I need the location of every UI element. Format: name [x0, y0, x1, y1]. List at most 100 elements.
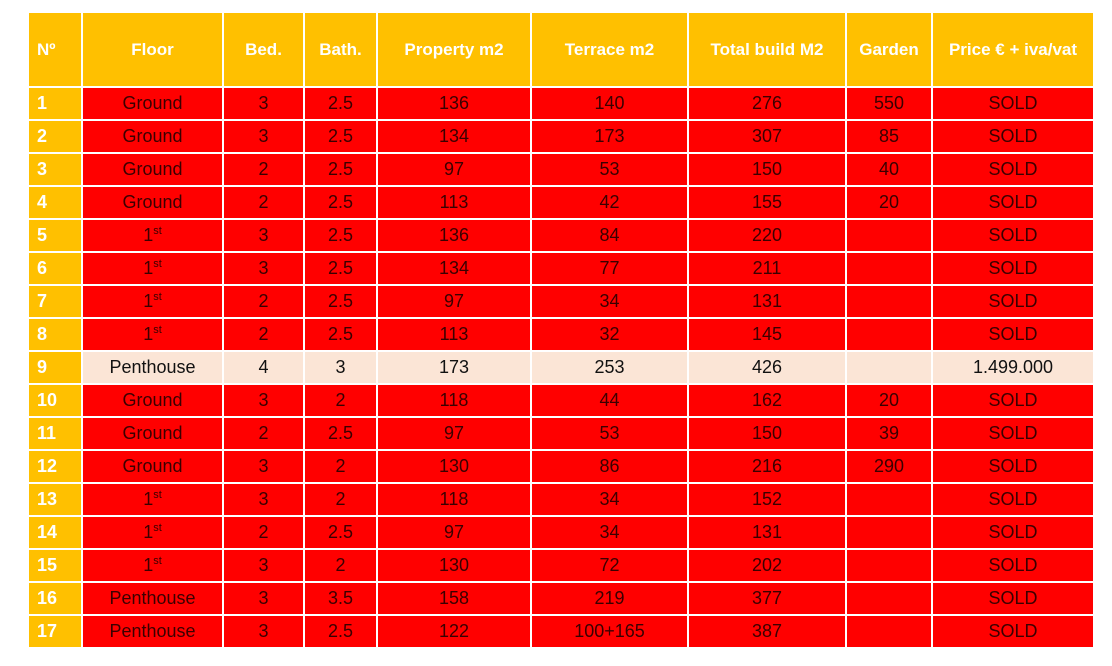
- floor-label: 1: [143, 225, 154, 245]
- price-cell: SOLD: [931, 317, 1095, 352]
- floor-cell: Penthouse: [81, 581, 224, 616]
- bathrooms-cell: 2: [303, 548, 378, 583]
- bedrooms-cell: 4: [222, 350, 305, 385]
- floor-label: Ground: [122, 192, 183, 212]
- price-cell: SOLD: [931, 218, 1095, 253]
- total-build-cell: 162: [687, 383, 847, 418]
- table-row: 17 Penthouse 3 2.5 122 100+165 387 SOLD: [27, 614, 1095, 649]
- floor-ordinal-suffix: st: [153, 489, 162, 501]
- bedrooms-cell: 3: [222, 449, 305, 484]
- garden-cell: [845, 614, 933, 649]
- garden-cell: 85: [845, 119, 933, 154]
- total-build-cell: 145: [687, 317, 847, 352]
- price-cell: 1.499.000: [931, 350, 1095, 385]
- bedrooms-cell: 2: [222, 515, 305, 550]
- table-row: 7 1st 2 2.5 97 34 131 SOLD: [27, 284, 1095, 319]
- garden-cell: 290: [845, 449, 933, 484]
- terrace-m2-cell: 34: [530, 482, 689, 517]
- unit-number-cell: 5: [27, 218, 83, 253]
- property-m2-cell: 158: [376, 581, 532, 616]
- price-cell: SOLD: [931, 185, 1095, 220]
- garden-cell: 20: [845, 383, 933, 418]
- bedrooms-cell: 3: [222, 86, 305, 121]
- header-property-m2: Property m2: [376, 11, 532, 88]
- bedrooms-cell: 3: [222, 548, 305, 583]
- bathrooms-cell: 3.5: [303, 581, 378, 616]
- bedrooms-cell: 2: [222, 317, 305, 352]
- property-m2-cell: 97: [376, 152, 532, 187]
- unit-number-cell: 2: [27, 119, 83, 154]
- total-build-cell: 276: [687, 86, 847, 121]
- bedrooms-cell: 2: [222, 284, 305, 319]
- property-m2-cell: 122: [376, 614, 532, 649]
- header-bathrooms: Bath.: [303, 11, 378, 88]
- total-build-cell: 220: [687, 218, 847, 253]
- floor-label: 1: [143, 489, 154, 509]
- terrace-m2-cell: 53: [530, 416, 689, 451]
- floor-ordinal-suffix: st: [153, 225, 162, 237]
- property-m2-cell: 113: [376, 317, 532, 352]
- total-build-cell: 155: [687, 185, 847, 220]
- terrace-m2-cell: 72: [530, 548, 689, 583]
- bedrooms-cell: 3: [222, 119, 305, 154]
- floor-label: Ground: [122, 390, 183, 410]
- floor-label: 1: [143, 258, 154, 278]
- price-list-sheet: Nº Floor Bed. Bath. Property m2 Terrace …: [27, 11, 1095, 649]
- table-row: 8 1st 2 2.5 113 32 145 SOLD: [27, 317, 1095, 352]
- price-cell: SOLD: [931, 416, 1095, 451]
- total-build-cell: 307: [687, 119, 847, 154]
- table-row: 12 Ground 3 2 130 86 216 290 SOLD: [27, 449, 1095, 484]
- floor-cell: Ground: [81, 86, 224, 121]
- floor-cell: Ground: [81, 119, 224, 154]
- property-m2-cell: 97: [376, 284, 532, 319]
- bathrooms-cell: 2.5: [303, 614, 378, 649]
- floor-cell: 1st: [81, 548, 224, 583]
- garden-cell: [845, 515, 933, 550]
- table-row: 1 Ground 3 2.5 136 140 276 550 SOLD: [27, 86, 1095, 121]
- property-m2-cell: 130: [376, 548, 532, 583]
- floor-ordinal-suffix: st: [153, 555, 162, 567]
- table-row: 13 1st 3 2 118 34 152 SOLD: [27, 482, 1095, 517]
- floor-cell: Ground: [81, 449, 224, 484]
- garden-cell: [845, 218, 933, 253]
- bedrooms-cell: 3: [222, 581, 305, 616]
- bedrooms-cell: 3: [222, 218, 305, 253]
- total-build-cell: 211: [687, 251, 847, 286]
- floor-label: 1: [143, 522, 154, 542]
- floor-label: Penthouse: [109, 588, 196, 608]
- terrace-m2-cell: 100+165: [530, 614, 689, 649]
- total-build-cell: 152: [687, 482, 847, 517]
- property-m2-cell: 134: [376, 251, 532, 286]
- price-cell: SOLD: [931, 548, 1095, 583]
- floor-cell: 1st: [81, 482, 224, 517]
- floor-label: 1: [143, 555, 154, 575]
- bathrooms-cell: 2.5: [303, 251, 378, 286]
- bathrooms-cell: 2.5: [303, 86, 378, 121]
- unit-number-cell: 17: [27, 614, 83, 649]
- table-row: 3 Ground 2 2.5 97 53 150 40 SOLD: [27, 152, 1095, 187]
- floor-cell: Ground: [81, 152, 224, 187]
- bedrooms-cell: 3: [222, 482, 305, 517]
- unit-number-cell: 9: [27, 350, 83, 385]
- bathrooms-cell: 2: [303, 482, 378, 517]
- table-body: 1 Ground 3 2.5 136 140 276 550 SOLD 2 Ground 3 2.5 13…: [27, 86, 1095, 649]
- floor-label: Ground: [122, 159, 183, 179]
- total-build-cell: 387: [687, 614, 847, 649]
- floor-ordinal-suffix: st: [153, 258, 162, 270]
- garden-cell: 550: [845, 86, 933, 121]
- floor-cell: Ground: [81, 383, 224, 418]
- price-cell: SOLD: [931, 614, 1095, 649]
- floor-label: Ground: [122, 456, 183, 476]
- terrace-m2-cell: 53: [530, 152, 689, 187]
- bedrooms-cell: 2: [222, 416, 305, 451]
- bathrooms-cell: 2.5: [303, 515, 378, 550]
- price-cell: SOLD: [931, 383, 1095, 418]
- header-terrace-m2: Terrace m2: [530, 11, 689, 88]
- total-build-cell: 216: [687, 449, 847, 484]
- price-cell: SOLD: [931, 119, 1095, 154]
- price-cell: SOLD: [931, 449, 1095, 484]
- floor-label: Ground: [122, 93, 183, 113]
- bathrooms-cell: 2: [303, 449, 378, 484]
- table-row: 4 Ground 2 2.5 113 42 155 20 SOLD: [27, 185, 1095, 220]
- floor-cell: Ground: [81, 185, 224, 220]
